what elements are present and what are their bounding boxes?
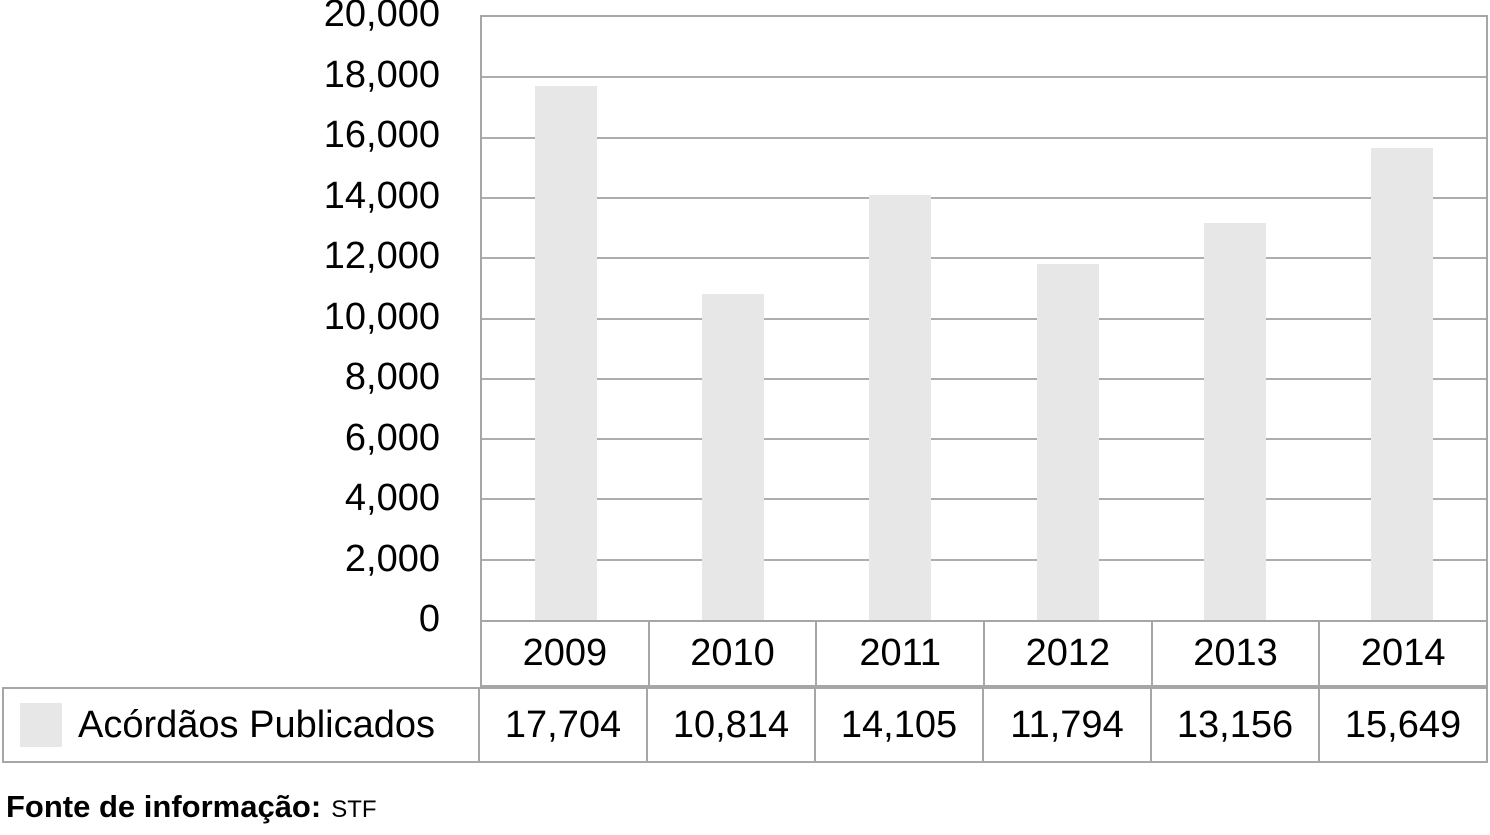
bar-slot	[817, 17, 984, 620]
bar-slot	[984, 17, 1151, 620]
series-value-label: 14,105	[816, 689, 984, 761]
x-category-label: 2011	[817, 622, 986, 685]
gridline	[482, 196, 1486, 199]
gridline	[482, 377, 1486, 380]
gridline	[482, 257, 1486, 260]
bar	[701, 293, 764, 620]
y-tick-label: 8,000	[344, 356, 440, 399]
gridline	[482, 76, 1486, 79]
series-value-label: 13,156	[1152, 689, 1320, 761]
y-tick-label: 14,000	[323, 174, 440, 217]
series-value-label: 17,704	[480, 689, 648, 761]
bar-slot	[649, 17, 816, 620]
y-tick-label: 12,000	[323, 235, 440, 278]
y-tick-label: 4,000	[344, 477, 440, 520]
bar-slot	[1319, 17, 1486, 620]
gridline	[482, 136, 1486, 139]
legend-data-row: Acórdãos Publicados 17,704 10,814 14,105 11…	[2, 687, 1488, 763]
legend-swatch-icon	[20, 703, 62, 747]
plot-area	[480, 15, 1488, 622]
gridline	[482, 498, 1486, 501]
series-value-label: 11,794	[984, 689, 1152, 761]
x-category-label: 2009	[482, 622, 650, 685]
x-category-label: 2012	[985, 622, 1153, 685]
y-tick-label: 6,000	[344, 416, 440, 459]
bar	[534, 86, 597, 620]
series-value-label: 10,814	[648, 689, 816, 761]
source-note-label: Fonte de informação:	[6, 789, 322, 824]
gridline	[482, 558, 1486, 561]
legend-label: Acórdãos Publicados	[78, 703, 435, 746]
legend-cell: Acórdãos Publicados	[4, 689, 480, 761]
x-category-label: 2013	[1153, 622, 1321, 685]
bar-slot	[1151, 17, 1318, 620]
bar	[1036, 264, 1099, 620]
y-tick-label: 18,000	[323, 53, 440, 96]
x-category-label: 2010	[650, 622, 818, 685]
y-tick-label: 2,000	[344, 537, 440, 580]
gridline	[482, 317, 1486, 320]
y-tick-label: 0	[418, 598, 440, 641]
bar-series	[482, 17, 1486, 620]
series-value-label: 15,649	[1344, 703, 1462, 746]
series-value-cells: 17,704 10,814 14,105 11,794 13,156 15,649	[480, 689, 1486, 761]
source-note-value: STF	[331, 796, 377, 823]
bar	[869, 194, 932, 620]
bar-slot	[482, 17, 649, 620]
bar	[1203, 223, 1266, 620]
bar	[1371, 148, 1434, 620]
x-category-label: 2014	[1360, 632, 1446, 674]
gridline	[482, 438, 1486, 441]
x-axis-category-row: 2009 2010 2011 2012 2013 2014	[480, 620, 1488, 687]
y-tick-label: 20,000	[323, 0, 440, 36]
y-tick-label: 16,000	[323, 114, 440, 157]
source-note: Fonte de informação: STF	[6, 789, 377, 825]
y-axis: 20,000 18,000 16,000 14,000 12,000 10,000 8,00…	[0, 0, 440, 638]
y-tick-label: 10,000	[323, 295, 440, 338]
